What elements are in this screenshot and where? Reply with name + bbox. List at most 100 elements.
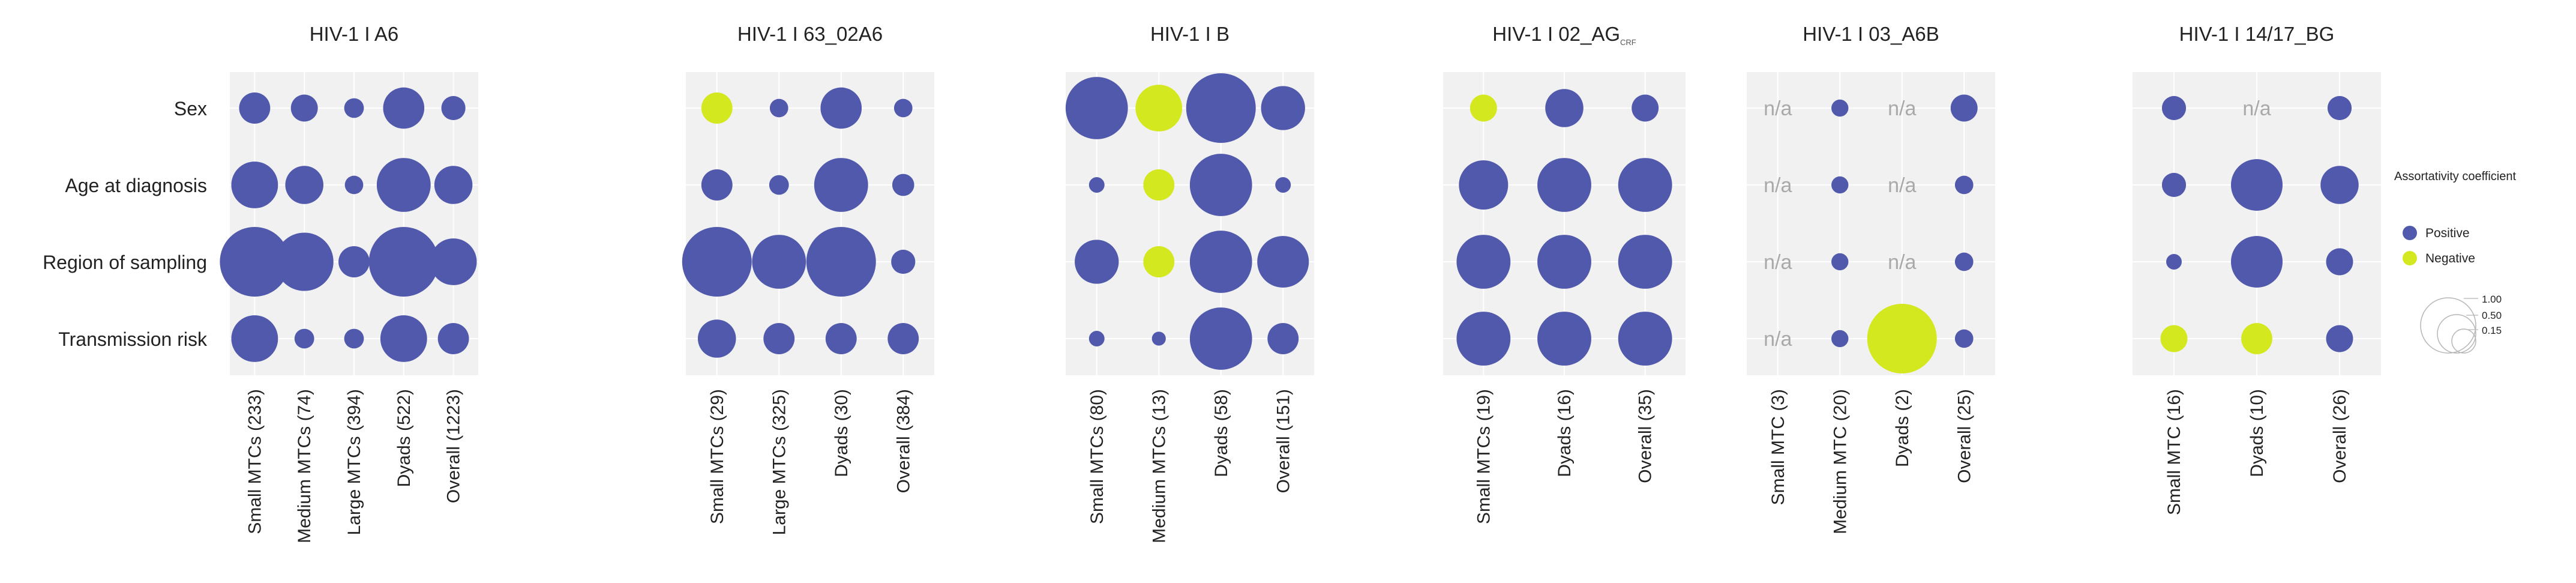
row-label-transmission: Transmission risk bbox=[58, 328, 208, 350]
category-label: Overall (26) bbox=[2330, 389, 2350, 483]
bubble-positive bbox=[893, 98, 913, 118]
bubble-positive bbox=[1831, 176, 1849, 194]
bubble-positive bbox=[437, 323, 469, 354]
panel-title: HIV-1 I 02_AGCRF bbox=[1492, 23, 1636, 47]
bubble-positive bbox=[290, 94, 318, 122]
bubble-positive bbox=[1189, 154, 1252, 216]
na-label: n/a bbox=[1888, 174, 1916, 197]
bubble-positive bbox=[2161, 172, 2187, 198]
category-label: Overall (151) bbox=[1273, 389, 1293, 493]
bubble-positive bbox=[220, 227, 290, 297]
bubble-positive bbox=[2320, 166, 2359, 204]
bubble-negative bbox=[1143, 169, 1175, 201]
bubble-positive bbox=[682, 227, 752, 297]
category-label: Dyads (16) bbox=[1555, 389, 1575, 477]
bubble-positive bbox=[376, 158, 431, 212]
bubble-positive bbox=[769, 175, 789, 195]
bubble-positive bbox=[1537, 312, 1591, 366]
category-label: Small MTCs (19) bbox=[1474, 389, 1494, 524]
bubble-positive bbox=[231, 315, 278, 362]
bubble-positive bbox=[1261, 86, 1305, 130]
legend-size-label-1: 1.00 bbox=[2482, 294, 2502, 305]
bubble-positive bbox=[275, 232, 334, 291]
na-label: n/a bbox=[1764, 328, 1792, 351]
panel-title: HIV-1 I B bbox=[1150, 23, 1229, 45]
bubble-positive bbox=[1075, 240, 1119, 284]
category-label: Overall (1223) bbox=[444, 389, 464, 503]
bubble-positive bbox=[891, 249, 916, 274]
bubble-positive bbox=[1537, 235, 1591, 289]
bubble-positive bbox=[2326, 325, 2353, 352]
category-label: Medium MTCs (74) bbox=[295, 389, 314, 543]
bubble-positive bbox=[344, 328, 364, 349]
legend-title: Assortativity coefficient bbox=[2394, 170, 2516, 183]
legend-size-label-050: 0.50 bbox=[2482, 310, 2502, 321]
bubble-positive bbox=[763, 323, 795, 354]
legend-negative-swatch bbox=[2403, 251, 2417, 265]
na-label: n/a bbox=[1764, 251, 1792, 274]
bubble-positive bbox=[1151, 331, 1166, 346]
bubble-positive bbox=[285, 166, 323, 204]
bubble-positive bbox=[820, 87, 862, 129]
bubble-positive bbox=[2230, 235, 2283, 288]
bubble-positive bbox=[1459, 160, 1509, 210]
legend-positive-label: Positive bbox=[2425, 226, 2470, 240]
bubble-positive bbox=[1954, 175, 1974, 195]
na-label: n/a bbox=[2242, 97, 2271, 120]
panel-1: HIV-1 I A6 Small MTCs (233) Medium MTCs (7… bbox=[220, 23, 478, 543]
bubble-negative bbox=[1135, 85, 1183, 131]
bubble-positive bbox=[239, 92, 271, 124]
category-label: Small MTCs (29) bbox=[707, 389, 727, 524]
bubble-positive bbox=[1456, 312, 1511, 366]
bubble-positive bbox=[1831, 99, 1849, 117]
bubble-positive bbox=[383, 87, 425, 129]
bubble-positive bbox=[2166, 254, 2182, 270]
bubble-positive bbox=[701, 169, 733, 201]
bubble-positive bbox=[1267, 323, 1299, 354]
bubble-positive bbox=[1618, 158, 1672, 212]
bubble-positive bbox=[1537, 158, 1591, 212]
legend-size-circle-050 bbox=[2437, 314, 2476, 354]
bubble-positive bbox=[814, 158, 868, 212]
bubble-positive bbox=[2326, 248, 2353, 276]
category-label: Overall (25) bbox=[1954, 389, 1974, 483]
legend-positive-swatch bbox=[2403, 226, 2417, 240]
bubble-positive bbox=[2327, 95, 2352, 121]
bubble-positive bbox=[1186, 73, 1256, 143]
category-label: Dyads (10) bbox=[2247, 389, 2267, 477]
bubble-positive bbox=[1065, 77, 1128, 139]
bubble-positive bbox=[1275, 177, 1291, 193]
bubble-positive bbox=[892, 174, 914, 196]
bubble-negative bbox=[1143, 246, 1175, 277]
bubble-positive bbox=[1257, 235, 1309, 288]
legend-size-label-015: 0.15 bbox=[2482, 325, 2502, 336]
panel-title: HIV-1 I 03_A6B bbox=[1803, 23, 1939, 45]
category-label: Small MTCs (233) bbox=[245, 389, 265, 534]
na-label: n/a bbox=[1764, 97, 1792, 120]
category-label: Medium MTC (20) bbox=[1830, 389, 1850, 534]
bubble-positive bbox=[1088, 177, 1105, 193]
panel-3: HIV-1 I B Small MTCs (80) Medium MTCs (13)… bbox=[1065, 23, 1314, 543]
category-label: Small MTCs (80) bbox=[1087, 389, 1107, 524]
category-label: Dyads (2) bbox=[1893, 389, 1912, 467]
bubble-negative bbox=[2241, 323, 2272, 354]
category-label: Dyads (522) bbox=[394, 389, 414, 487]
panel-6: HIV-1 I 14/17_BG n/a Small MTC (16) Dyads (… bbox=[2133, 23, 2381, 515]
category-label: Small MTC (16) bbox=[2164, 389, 2184, 515]
panel-title: HIV-1 I 63_02A6 bbox=[737, 23, 883, 45]
row-label-region: Region of sampling bbox=[43, 252, 207, 273]
bubble-positive bbox=[380, 315, 427, 362]
panels: HIV-1 I A6 Small MTCs (233) Medium MTCs (7… bbox=[220, 23, 2381, 543]
bubble-positive bbox=[1632, 94, 1659, 122]
bubble-positive bbox=[825, 323, 857, 354]
bubble-negative bbox=[2160, 325, 2188, 352]
bubble-positive bbox=[769, 98, 788, 118]
panel-title: HIV-1 I 14/17_BG bbox=[2179, 23, 2335, 45]
legend-size-circle-015 bbox=[2451, 328, 2476, 354]
category-label: Dyads (58) bbox=[1211, 389, 1231, 477]
panel-2: HIV-1 I 63_02A6 Small MTCs (29) Large MTCs… bbox=[682, 23, 934, 535]
bubble-positive bbox=[1545, 89, 1584, 127]
row-label-sex: Sex bbox=[174, 98, 207, 119]
bubble-positive bbox=[1618, 312, 1672, 366]
bubble-positive bbox=[1954, 329, 1974, 348]
